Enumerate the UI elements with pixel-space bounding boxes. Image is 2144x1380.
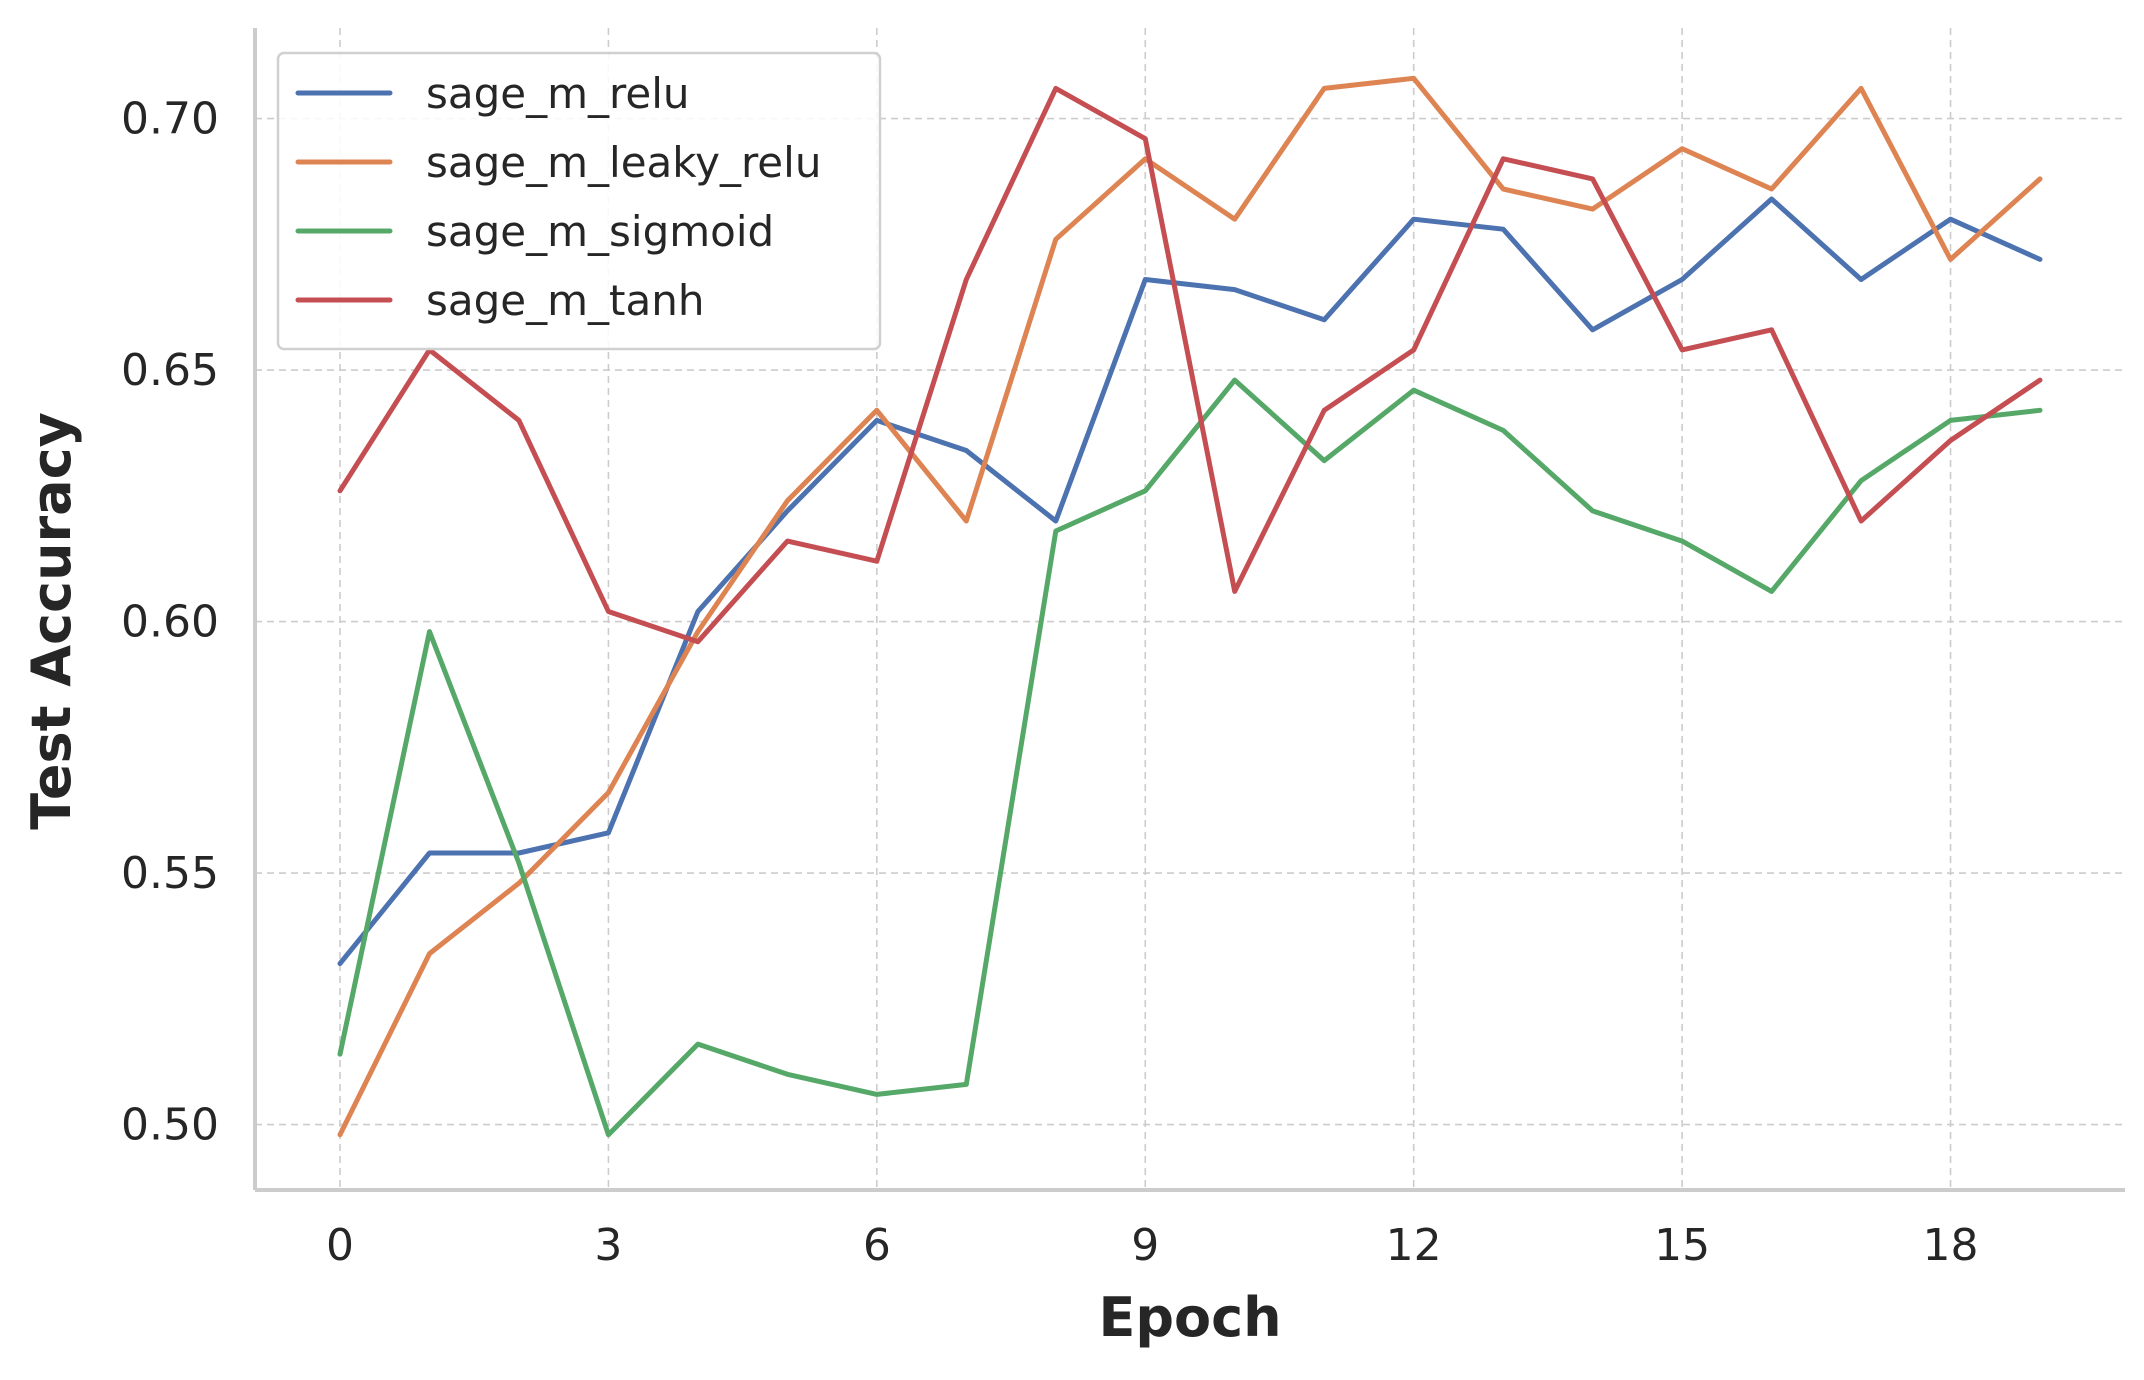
legend-box	[276, 51, 882, 351]
y-axis-label: Test Accuracy	[20, 412, 83, 830]
ticks-layer: 0 3 6 9 12 15 18 0.50 0.55 0.60 0.65 0.70	[121, 94, 1978, 1271]
x-tick-label-1: 3	[594, 1220, 622, 1271]
legend-label-sage_m_leaky_relu: sage_m_leaky_relu	[426, 138, 821, 187]
x-tick-label-2: 6	[863, 1220, 891, 1271]
axes-layer	[253, 28, 2125, 1192]
x-tick-label-5: 15	[1654, 1220, 1710, 1271]
x-axis-label: Epoch	[1098, 1286, 1281, 1349]
x-tick-label-6: 18	[1923, 1220, 1979, 1271]
y-tick-label-2: 0.60	[121, 597, 219, 648]
series-line-sage_m_tanh	[337, 85, 2043, 645]
y-tick-label-3: 0.65	[121, 345, 219, 396]
legend-label-sage_m_sigmoid: sage_m_sigmoid	[426, 207, 774, 256]
x-tick-label-0: 0	[326, 1220, 354, 1271]
x-tick-label-4: 12	[1386, 1220, 1442, 1271]
series-line-sage_m_leaky_relu	[337, 75, 2043, 1138]
series-layer	[337, 75, 2043, 1138]
y-tick-label-4: 0.70	[121, 94, 219, 145]
y-tick-label-0: 0.50	[121, 1100, 219, 1151]
legend-label-sage_m_relu: sage_m_relu	[426, 69, 690, 118]
series-line-sage_m_sigmoid	[337, 377, 2043, 1138]
legend: sage_m_relu sage_m_leaky_relu sage_m_sigmo…	[276, 51, 882, 351]
y-tick-label-1: 0.55	[121, 848, 219, 899]
x-tick-label-3: 9	[1131, 1220, 1159, 1271]
series-line-sage_m_relu	[337, 196, 2043, 967]
legend-label-sage_m_tanh: sage_m_tanh	[426, 276, 704, 325]
